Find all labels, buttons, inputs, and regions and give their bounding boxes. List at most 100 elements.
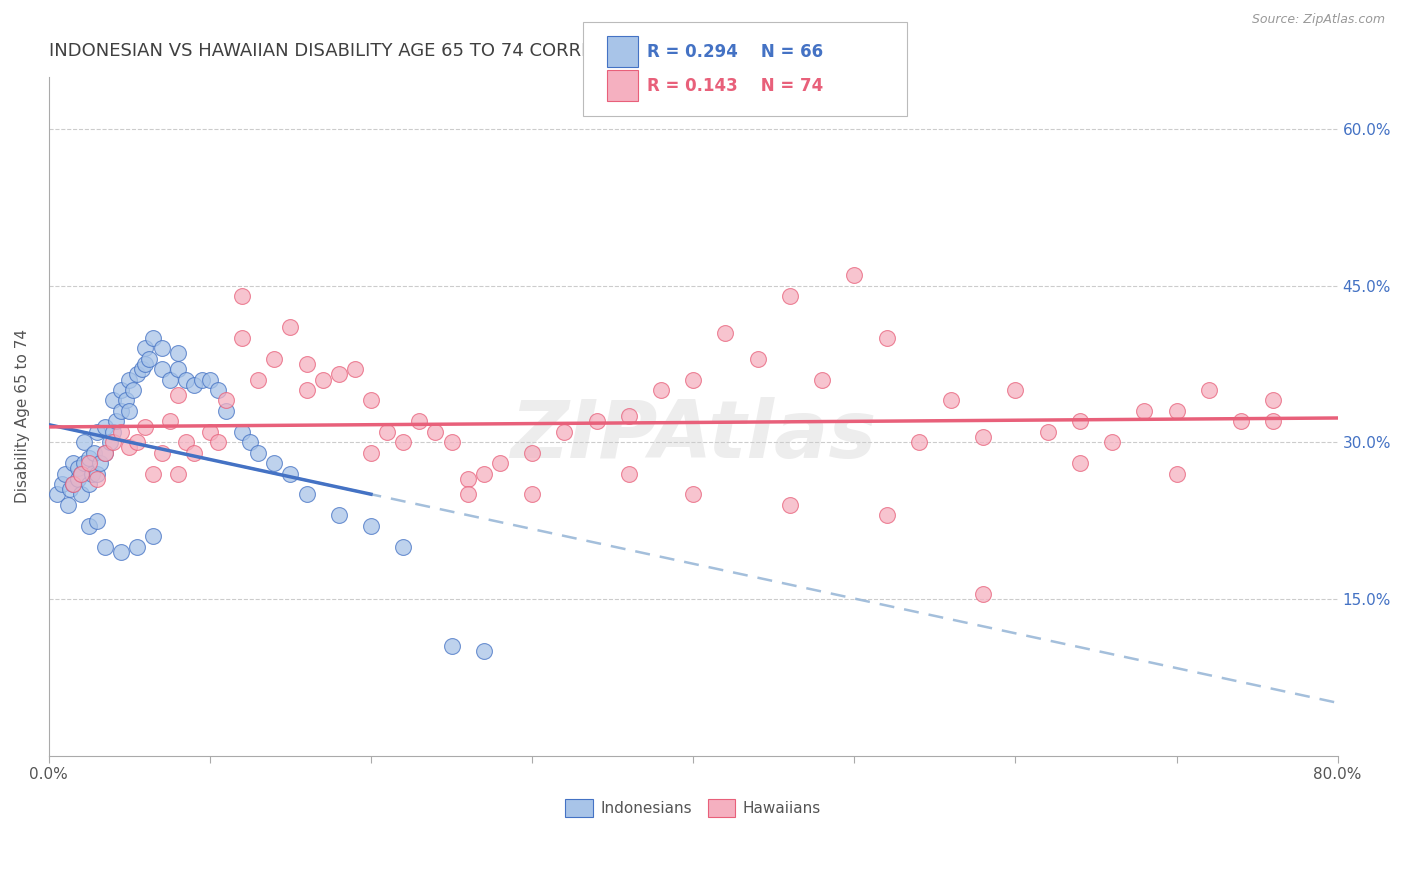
Point bbox=[150, 341, 173, 355]
Point bbox=[343, 362, 366, 376]
Point bbox=[183, 445, 205, 459]
Point bbox=[280, 320, 302, 334]
Point bbox=[939, 393, 962, 408]
Point bbox=[263, 351, 285, 366]
Point bbox=[972, 430, 994, 444]
Point bbox=[70, 467, 93, 481]
Point bbox=[94, 540, 117, 554]
Point bbox=[70, 467, 93, 481]
Point bbox=[263, 456, 285, 470]
Point bbox=[131, 362, 153, 376]
Point bbox=[103, 435, 125, 450]
Point bbox=[1263, 393, 1285, 408]
Point bbox=[77, 477, 100, 491]
Point bbox=[207, 435, 229, 450]
Point bbox=[94, 419, 117, 434]
Point bbox=[86, 514, 108, 528]
Point bbox=[392, 435, 415, 450]
Point bbox=[94, 445, 117, 459]
Point bbox=[110, 383, 132, 397]
Point bbox=[231, 425, 253, 439]
Point bbox=[118, 372, 141, 386]
Point bbox=[295, 383, 318, 397]
Point bbox=[66, 461, 89, 475]
Point bbox=[77, 518, 100, 533]
Point bbox=[907, 435, 929, 450]
Point bbox=[53, 467, 76, 481]
Point bbox=[520, 487, 543, 501]
Point bbox=[1263, 414, 1285, 428]
Point bbox=[876, 508, 898, 523]
Point bbox=[198, 372, 221, 386]
Point bbox=[747, 351, 769, 366]
Point bbox=[121, 383, 143, 397]
Point bbox=[972, 587, 994, 601]
Point bbox=[1036, 425, 1059, 439]
Point bbox=[617, 409, 640, 423]
Point bbox=[247, 372, 270, 386]
Point bbox=[1166, 404, 1188, 418]
Text: ZIPAtlas: ZIPAtlas bbox=[510, 398, 876, 475]
Point bbox=[110, 425, 132, 439]
Point bbox=[295, 357, 318, 371]
Point bbox=[127, 540, 149, 554]
Point bbox=[105, 414, 128, 428]
Point bbox=[1069, 414, 1091, 428]
Point bbox=[425, 425, 447, 439]
Point bbox=[77, 456, 100, 470]
Point bbox=[215, 404, 238, 418]
Point bbox=[392, 540, 415, 554]
Point bbox=[207, 383, 229, 397]
Point bbox=[714, 326, 737, 340]
Point bbox=[295, 487, 318, 501]
Point bbox=[138, 351, 160, 366]
Point bbox=[110, 545, 132, 559]
Point bbox=[779, 289, 801, 303]
Point bbox=[457, 487, 479, 501]
Point bbox=[231, 331, 253, 345]
Point bbox=[239, 435, 262, 450]
Point bbox=[440, 639, 463, 653]
Text: R = 0.143    N = 74: R = 0.143 N = 74 bbox=[647, 77, 823, 95]
Point bbox=[280, 467, 302, 481]
Point bbox=[103, 393, 125, 408]
Point bbox=[166, 388, 188, 402]
Point bbox=[1101, 435, 1123, 450]
Point bbox=[142, 467, 165, 481]
Point bbox=[70, 487, 93, 501]
Point bbox=[56, 498, 79, 512]
Point bbox=[191, 372, 214, 386]
Point bbox=[328, 368, 350, 382]
Point bbox=[134, 419, 156, 434]
Point bbox=[51, 477, 73, 491]
Point bbox=[1230, 414, 1253, 428]
Point bbox=[73, 456, 96, 470]
Y-axis label: Disability Age 65 to 74: Disability Age 65 to 74 bbox=[15, 329, 30, 503]
Point bbox=[62, 477, 84, 491]
Text: R = 0.294    N = 66: R = 0.294 N = 66 bbox=[647, 43, 823, 61]
Point bbox=[472, 467, 495, 481]
Point bbox=[198, 425, 221, 439]
Point bbox=[174, 372, 197, 386]
Point bbox=[98, 435, 121, 450]
Point bbox=[1004, 383, 1026, 397]
Point bbox=[127, 435, 149, 450]
Point bbox=[779, 498, 801, 512]
Point bbox=[520, 445, 543, 459]
Point bbox=[360, 393, 382, 408]
Point bbox=[86, 425, 108, 439]
Point bbox=[134, 341, 156, 355]
Point bbox=[166, 467, 188, 481]
Point bbox=[159, 372, 181, 386]
Point bbox=[166, 362, 188, 376]
Point bbox=[1133, 404, 1156, 418]
Point bbox=[86, 472, 108, 486]
Point bbox=[94, 445, 117, 459]
Point bbox=[489, 456, 512, 470]
Point bbox=[247, 445, 270, 459]
Point bbox=[62, 456, 84, 470]
Point bbox=[73, 435, 96, 450]
Point bbox=[166, 346, 188, 360]
Point bbox=[142, 529, 165, 543]
Point bbox=[360, 518, 382, 533]
